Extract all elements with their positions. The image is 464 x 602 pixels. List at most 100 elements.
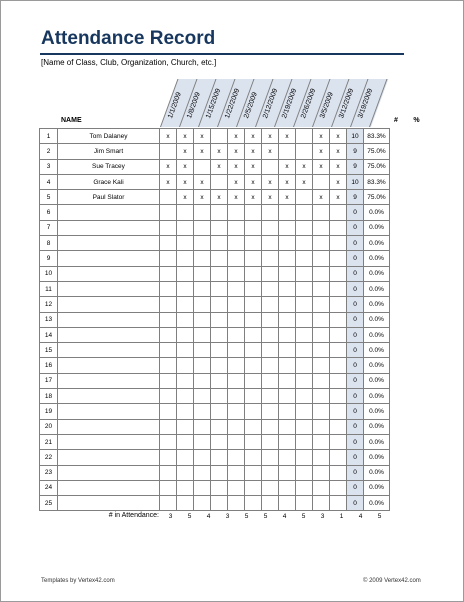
member-name-cell[interactable]: [57, 311, 160, 328]
attendance-mark-cell[interactable]: x: [329, 127, 347, 145]
attendance-mark-cell[interactable]: [295, 464, 313, 481]
organization-subtitle[interactable]: [Name of Class, Club, Organization, Chur…: [41, 58, 217, 67]
attendance-mark-cell[interactable]: [193, 418, 211, 435]
attendance-mark-cell[interactable]: x: [329, 189, 347, 206]
attendance-mark-cell[interactable]: [295, 326, 313, 344]
attendance-mark-cell[interactable]: [312, 357, 330, 374]
attendance-mark-cell[interactable]: [176, 388, 194, 405]
attendance-mark-cell[interactable]: [244, 449, 262, 466]
attendance-mark-cell[interactable]: [176, 418, 194, 435]
attendance-mark-cell[interactable]: [210, 357, 228, 374]
attendance-mark-cell[interactable]: [312, 250, 330, 267]
attendance-mark-cell[interactable]: [329, 204, 347, 221]
attendance-mark-cell[interactable]: x: [244, 173, 262, 191]
attendance-mark-cell[interactable]: x: [329, 158, 347, 175]
attendance-mark-cell[interactable]: [210, 127, 228, 145]
attendance-mark-cell[interactable]: [329, 235, 347, 252]
attendance-mark-cell[interactable]: [210, 449, 228, 466]
attendance-mark-cell[interactable]: x: [244, 143, 262, 160]
attendance-mark-cell[interactable]: x: [278, 127, 296, 145]
attendance-mark-cell[interactable]: x: [210, 143, 228, 160]
attendance-mark-cell[interactable]: [210, 464, 228, 481]
attendance-mark-cell[interactable]: [312, 311, 330, 328]
attendance-mark-cell[interactable]: [159, 219, 177, 237]
attendance-mark-cell[interactable]: [329, 449, 347, 466]
attendance-mark-cell[interactable]: [312, 280, 330, 298]
attendance-mark-cell[interactable]: [244, 235, 262, 252]
attendance-mark-cell[interactable]: [227, 235, 245, 252]
attendance-mark-cell[interactable]: [176, 235, 194, 252]
attendance-mark-cell[interactable]: [176, 433, 194, 451]
attendance-mark-cell[interactable]: [261, 296, 279, 313]
attendance-mark-cell[interactable]: [159, 418, 177, 435]
attendance-mark-cell[interactable]: [210, 265, 228, 282]
attendance-mark-cell[interactable]: [244, 418, 262, 435]
attendance-mark-cell[interactable]: x: [244, 189, 262, 206]
attendance-mark-cell[interactable]: [176, 326, 194, 344]
attendance-mark-cell[interactable]: [278, 296, 296, 313]
attendance-mark-cell[interactable]: [193, 479, 211, 497]
attendance-mark-cell[interactable]: [312, 342, 330, 359]
attendance-mark-cell[interactable]: [295, 403, 313, 420]
attendance-mark-cell[interactable]: [278, 403, 296, 420]
attendance-mark-cell[interactable]: [244, 372, 262, 390]
attendance-mark-cell[interactable]: [159, 265, 177, 282]
attendance-mark-cell[interactable]: [210, 479, 228, 497]
attendance-mark-cell[interactable]: [210, 433, 228, 451]
member-name-cell[interactable]: Tom Dalaney: [57, 127, 160, 145]
attendance-mark-cell[interactable]: x: [176, 143, 194, 160]
attendance-mark-cell[interactable]: [295, 418, 313, 435]
attendance-mark-cell[interactable]: x: [261, 143, 279, 160]
attendance-mark-cell[interactable]: x: [227, 173, 245, 191]
attendance-mark-cell[interactable]: [278, 357, 296, 374]
attendance-mark-cell[interactable]: [227, 479, 245, 497]
attendance-mark-cell[interactable]: [159, 449, 177, 466]
attendance-mark-cell[interactable]: x: [193, 189, 211, 206]
attendance-mark-cell[interactable]: [278, 280, 296, 298]
attendance-mark-cell[interactable]: x: [193, 173, 211, 191]
attendance-mark-cell[interactable]: [278, 204, 296, 221]
attendance-mark-cell[interactable]: x: [329, 143, 347, 160]
attendance-mark-cell[interactable]: x: [329, 173, 347, 191]
attendance-mark-cell[interactable]: [176, 311, 194, 328]
attendance-mark-cell[interactable]: [312, 418, 330, 435]
attendance-mark-cell[interactable]: x: [176, 189, 194, 206]
attendance-mark-cell[interactable]: [210, 235, 228, 252]
attendance-mark-cell[interactable]: [176, 219, 194, 237]
attendance-mark-cell[interactable]: [159, 204, 177, 221]
attendance-mark-cell[interactable]: [278, 143, 296, 160]
attendance-mark-cell[interactable]: [244, 433, 262, 451]
attendance-mark-cell[interactable]: [329, 495, 347, 512]
attendance-mark-cell[interactable]: [329, 479, 347, 497]
attendance-mark-cell[interactable]: [159, 433, 177, 451]
attendance-mark-cell[interactable]: [159, 479, 177, 497]
attendance-mark-cell[interactable]: [261, 280, 279, 298]
attendance-mark-cell[interactable]: [193, 219, 211, 237]
member-name-cell[interactable]: Sue Tracey: [57, 158, 160, 175]
attendance-mark-cell[interactable]: [210, 495, 228, 512]
attendance-mark-cell[interactable]: x: [312, 143, 330, 160]
attendance-mark-cell[interactable]: [312, 173, 330, 191]
attendance-mark-cell[interactable]: [244, 296, 262, 313]
attendance-mark-cell[interactable]: x: [278, 158, 296, 175]
attendance-mark-cell[interactable]: [159, 189, 177, 206]
attendance-mark-cell[interactable]: x: [210, 158, 228, 175]
member-name-cell[interactable]: [57, 418, 160, 435]
attendance-mark-cell[interactable]: [261, 372, 279, 390]
attendance-mark-cell[interactable]: x: [159, 158, 177, 175]
attendance-mark-cell[interactable]: [176, 250, 194, 267]
attendance-mark-cell[interactable]: [244, 219, 262, 237]
attendance-mark-cell[interactable]: [261, 265, 279, 282]
attendance-mark-cell[interactable]: [176, 372, 194, 390]
member-name-cell[interactable]: [57, 388, 160, 405]
attendance-mark-cell[interactable]: [227, 326, 245, 344]
attendance-mark-cell[interactable]: [244, 326, 262, 344]
attendance-mark-cell[interactable]: x: [312, 127, 330, 145]
attendance-mark-cell[interactable]: [278, 342, 296, 359]
attendance-mark-cell[interactable]: [295, 357, 313, 374]
attendance-mark-cell[interactable]: [295, 204, 313, 221]
attendance-mark-cell[interactable]: [159, 342, 177, 359]
attendance-mark-cell[interactable]: [159, 311, 177, 328]
member-name-cell[interactable]: [57, 403, 160, 420]
attendance-mark-cell[interactable]: [329, 403, 347, 420]
